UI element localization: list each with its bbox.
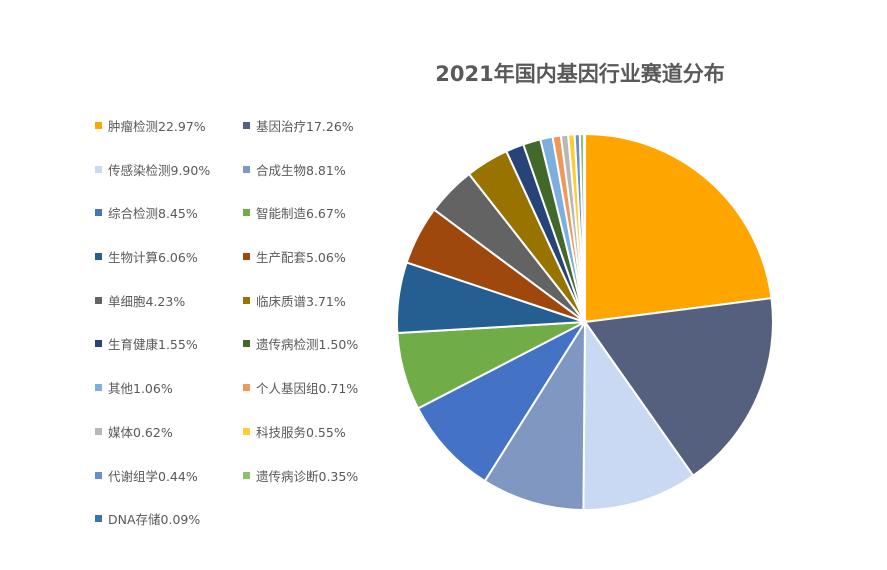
legend-item: 代谢组学0.44%: [95, 466, 243, 485]
legend-item: 媒体0.62%: [95, 422, 243, 441]
legend-item: 遗传病诊断0.35%: [243, 466, 393, 485]
legend-swatch: [95, 209, 102, 217]
legend-item: 合成生物8.81%: [243, 160, 393, 179]
legend-item: 生产配套5.06%: [243, 247, 393, 266]
legend-swatch: [95, 296, 102, 304]
legend-item: 智能制造6.67%: [243, 203, 393, 222]
pie-slice: [584, 132, 773, 324]
legend-item: DNA存储0.09%: [95, 509, 243, 528]
legend-label: DNA存储0.09%: [108, 512, 201, 528]
legend-item: 生育健康1.55%: [95, 334, 243, 353]
legend-swatch: [243, 209, 250, 217]
legend-label: 生育健康1.55%: [108, 337, 198, 353]
pie-slice: [582, 132, 586, 323]
legend-label: 代谢组学0.44%: [108, 468, 198, 484]
chart-legend: 肿瘤检测22.97% 基因治疗17.26% 传感染检测9.90% 合成生物8.81% 综…: [95, 116, 395, 553]
legend-item: 传感染检测9.90%: [95, 160, 243, 179]
legend-item: 生物计算6.06%: [95, 247, 243, 266]
legend-swatch: [243, 122, 250, 129]
legend-label: 临床质谱3.71%: [256, 293, 346, 309]
legend-item: 综合检测8.45%: [95, 203, 243, 222]
legend-item: 科技服务0.55%: [243, 422, 393, 441]
legend-swatch: [95, 122, 102, 129]
legend-swatch: [95, 253, 102, 261]
legend-label: 智能制造6.67%: [256, 206, 346, 222]
legend-swatch: [95, 384, 102, 392]
legend-label: 单细胞4.23%: [108, 293, 186, 309]
pie-slice: [416, 319, 588, 483]
legend-label: 肿瘤检测22.97%: [108, 119, 206, 134]
legend-swatch: [243, 296, 250, 304]
legend-swatch: [95, 515, 102, 523]
legend-label: 基因治疗17.26%: [256, 119, 354, 134]
legend-item: 基因治疗17.26%: [243, 116, 393, 135]
legend-label: 媒体0.62%: [108, 424, 173, 440]
legend-swatch: [243, 165, 250, 173]
legend-item: 肿瘤检测22.97%: [95, 116, 243, 135]
legend-swatch: [243, 384, 250, 392]
legend-swatch: [243, 471, 250, 479]
legend-label: 科技服务0.55%: [256, 424, 346, 440]
legend-label: 综合检测8.45%: [108, 206, 198, 222]
legend-item: 遗传病检测1.50%: [243, 334, 393, 353]
legend-label: 合成生物8.81%: [256, 162, 346, 178]
legend-label: 遗传病检测1.50%: [256, 337, 359, 353]
legend-swatch: [95, 340, 102, 348]
legend-swatch: [95, 427, 102, 435]
legend-label: 遗传病诊断0.35%: [256, 468, 359, 484]
legend-item: 临床质谱3.71%: [243, 291, 393, 310]
legend-item: 其他1.06%: [95, 378, 243, 397]
pie-slice: [483, 318, 587, 512]
chart-title: 2021年国内基因行业赛道分布: [435, 62, 725, 86]
legend-swatch: [243, 340, 250, 348]
legend-swatch: [95, 471, 102, 479]
legend-swatch: [243, 427, 250, 435]
legend-label: 传感染检测9.90%: [108, 162, 211, 178]
legend-item: 个人基因组0.71%: [243, 378, 393, 397]
legend-label: 其他1.06%: [108, 381, 173, 397]
legend-swatch: [95, 165, 102, 173]
legend-swatch: [243, 253, 250, 261]
legend-label: 个人基因组0.71%: [256, 381, 359, 397]
legend-label: 生物计算6.06%: [108, 250, 198, 266]
pie-slice: [583, 296, 774, 478]
legend-label: 生产配套5.06%: [256, 250, 346, 266]
legend-item: 单细胞4.23%: [95, 291, 243, 310]
pie-slice: [582, 318, 695, 511]
